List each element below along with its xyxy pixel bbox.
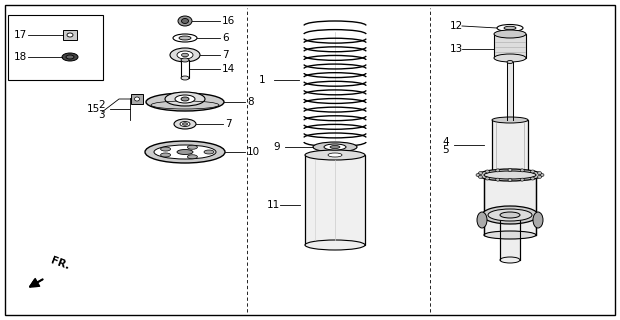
Text: 1: 1 [259, 75, 265, 85]
Bar [494, 34, 526, 58]
Ellipse shape [488, 209, 532, 221]
Text: 8: 8 [247, 97, 254, 107]
Ellipse shape [181, 76, 189, 80]
Text: FR.: FR. [49, 256, 71, 272]
Ellipse shape [181, 58, 189, 62]
Text: 14: 14 [222, 64, 235, 74]
Ellipse shape [497, 25, 523, 31]
Ellipse shape [135, 97, 140, 101]
Text: 6: 6 [222, 33, 229, 43]
Ellipse shape [482, 206, 538, 224]
Ellipse shape [533, 212, 543, 228]
Ellipse shape [508, 179, 512, 181]
Ellipse shape [507, 60, 513, 63]
Ellipse shape [531, 177, 534, 180]
Ellipse shape [175, 95, 195, 103]
Ellipse shape [179, 36, 191, 40]
Ellipse shape [161, 153, 171, 157]
Bar [484, 175, 536, 235]
Bar [305, 155, 365, 245]
Text: 7: 7 [225, 119, 232, 129]
Ellipse shape [66, 55, 74, 59]
Ellipse shape [492, 172, 528, 178]
Ellipse shape [146, 93, 224, 111]
Ellipse shape [479, 172, 482, 175]
Ellipse shape [496, 169, 500, 172]
Text: 10: 10 [247, 147, 260, 157]
Ellipse shape [177, 51, 193, 59]
Ellipse shape [145, 141, 225, 163]
Bar [500, 215, 520, 260]
Bar [131, 94, 143, 104]
Ellipse shape [313, 142, 357, 152]
Ellipse shape [62, 53, 78, 61]
Ellipse shape [181, 97, 189, 101]
Ellipse shape [492, 117, 528, 123]
Ellipse shape [182, 123, 187, 125]
Ellipse shape [538, 172, 541, 175]
Text: 5: 5 [442, 145, 449, 155]
Ellipse shape [324, 144, 346, 150]
Ellipse shape [540, 173, 544, 177]
Ellipse shape [161, 147, 171, 151]
Ellipse shape [494, 54, 526, 62]
Ellipse shape [484, 171, 536, 179]
Text: 11: 11 [267, 200, 280, 210]
Bar [181, 60, 189, 78]
Ellipse shape [328, 153, 342, 157]
Text: 13: 13 [450, 44, 463, 54]
Ellipse shape [204, 150, 214, 154]
Ellipse shape [305, 240, 365, 250]
Bar [492, 120, 528, 175]
Text: 16: 16 [222, 16, 235, 26]
Ellipse shape [479, 175, 482, 179]
Text: 3: 3 [98, 110, 105, 120]
Ellipse shape [477, 212, 487, 228]
Text: 17: 17 [14, 30, 27, 40]
Ellipse shape [178, 16, 192, 26]
Text: 12: 12 [450, 21, 463, 31]
Ellipse shape [531, 170, 534, 173]
Ellipse shape [182, 53, 188, 57]
Ellipse shape [478, 169, 542, 181]
Ellipse shape [180, 122, 190, 126]
Text: 2: 2 [98, 100, 105, 110]
Ellipse shape [330, 146, 340, 148]
Ellipse shape [520, 178, 525, 181]
Ellipse shape [494, 30, 526, 38]
Ellipse shape [173, 34, 197, 42]
Ellipse shape [520, 169, 525, 172]
Ellipse shape [485, 177, 489, 180]
Text: 4: 4 [442, 137, 449, 147]
Ellipse shape [182, 19, 188, 23]
Ellipse shape [165, 92, 205, 106]
Text: 18: 18 [14, 52, 27, 62]
Ellipse shape [484, 171, 536, 179]
Ellipse shape [504, 26, 516, 30]
Ellipse shape [187, 155, 197, 159]
Text: 7: 7 [222, 50, 229, 60]
Ellipse shape [500, 212, 520, 218]
Ellipse shape [496, 178, 500, 181]
Ellipse shape [154, 145, 216, 159]
Bar [8, 15, 103, 80]
Ellipse shape [67, 33, 73, 37]
Ellipse shape [500, 257, 520, 263]
Ellipse shape [538, 175, 541, 179]
Ellipse shape [305, 150, 365, 160]
Ellipse shape [187, 145, 197, 149]
Text: 15: 15 [87, 104, 100, 114]
Ellipse shape [177, 149, 193, 155]
Ellipse shape [484, 231, 536, 239]
Ellipse shape [508, 169, 512, 172]
Ellipse shape [170, 48, 200, 62]
Text: 9: 9 [273, 142, 280, 152]
Bar [63, 30, 77, 40]
Ellipse shape [476, 173, 480, 177]
Ellipse shape [174, 119, 196, 129]
Ellipse shape [485, 170, 489, 173]
